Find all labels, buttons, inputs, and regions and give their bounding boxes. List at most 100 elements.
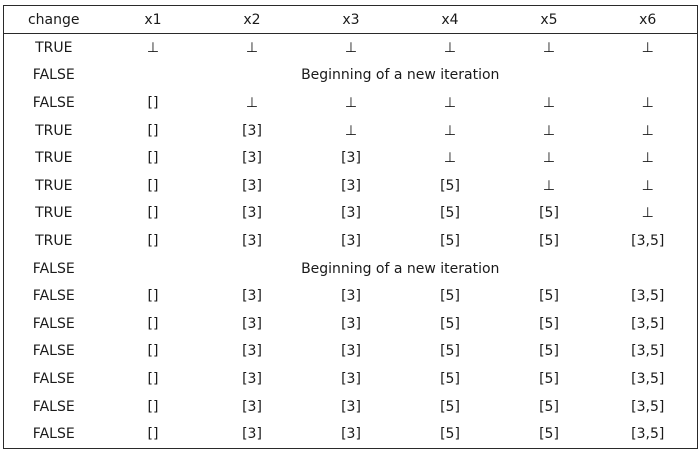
- value-cell-x3: [3]: [341, 288, 361, 305]
- value-cell-x6: ⊥: [641, 39, 654, 56]
- header-x2: x2: [202, 5, 302, 34]
- value-cell-x3: [3]: [341, 370, 361, 387]
- change-cell: TRUE: [35, 150, 73, 167]
- value-cell-x3: [3]: [341, 398, 361, 415]
- change-cell: FALSE: [32, 370, 75, 387]
- value-cell-x1: []: [147, 370, 159, 387]
- value-cell-x5: ⊥: [542, 94, 556, 111]
- value-cell-x6: ⊥: [641, 122, 654, 139]
- value-cell-x5: ⊥: [542, 39, 556, 56]
- value-cell-x4: [5]: [440, 177, 460, 194]
- value-cell-x5: [5]: [539, 288, 559, 305]
- table-row: FALSE [] [3] [3] [5] [5] [3,5]: [4, 420, 698, 448]
- header-x6: x6: [598, 5, 698, 34]
- iteration-table-container: change x1 x2 x3 x4 x5 x6 TRUE ⊥ ⊥ ⊥ ⊥ ⊥ ⊥ FALSE…: [3, 5, 698, 449]
- change-cell: TRUE: [35, 177, 73, 194]
- value-cell-x3: [3]: [341, 343, 361, 360]
- value-cell-x2: ⊥: [245, 94, 259, 111]
- change-cell: FALSE: [32, 67, 75, 84]
- value-cell-x6: ⊥: [641, 205, 654, 222]
- value-cell-x1: []: [147, 232, 159, 249]
- change-cell: FALSE: [32, 398, 75, 415]
- value-cell-x4: [5]: [440, 232, 460, 249]
- iteration-separator-row: FALSE Beginning of a new iteration: [4, 255, 698, 283]
- header-row: change x1 x2 x3 x4 x5 x6: [3, 5, 698, 34]
- value-cell-x4: [5]: [440, 370, 460, 387]
- value-cell-x5: [5]: [539, 370, 559, 387]
- table-row: FALSE [] ⊥ ⊥ ⊥ ⊥ ⊥: [4, 89, 698, 117]
- iteration-note: Beginning of a new iteration: [301, 67, 500, 84]
- change-cell: TRUE: [35, 39, 73, 56]
- value-cell-x4: [5]: [440, 205, 460, 222]
- iteration-table: change x1 x2 x3 x4 x5 x6 TRUE ⊥ ⊥ ⊥ ⊥ ⊥ ⊥ FALSE…: [3, 5, 698, 449]
- value-cell-x6: ⊥: [641, 150, 654, 167]
- value-cell-x6: ⊥: [641, 94, 654, 111]
- header-x4: x4: [400, 5, 500, 34]
- iteration-separator-row: FALSE Beginning of a new iteration: [4, 62, 698, 90]
- table-body: TRUE ⊥ ⊥ ⊥ ⊥ ⊥ ⊥ FALSE Beginning of a new iterat…: [4, 34, 698, 449]
- value-cell-x2: [3]: [242, 315, 262, 332]
- value-cell-x1: []: [147, 122, 159, 139]
- value-cell-x4: ⊥: [443, 150, 457, 167]
- header-change: change: [3, 5, 104, 34]
- value-cell-x3: [3]: [341, 315, 361, 332]
- change-cell: FALSE: [32, 343, 75, 360]
- value-cell-x6: [3,5]: [631, 288, 665, 305]
- table-row: TRUE [] [3] ⊥ ⊥ ⊥ ⊥: [4, 117, 698, 145]
- value-cell-x4: [5]: [440, 426, 460, 443]
- value-cell-x6: [3,5]: [631, 343, 665, 360]
- value-cell-x5: [5]: [539, 426, 559, 443]
- value-cell-x1: []: [147, 398, 159, 415]
- value-cell-x5: [5]: [539, 205, 559, 222]
- table-row: TRUE ⊥ ⊥ ⊥ ⊥ ⊥ ⊥: [4, 34, 698, 62]
- change-cell: TRUE: [35, 232, 73, 249]
- value-cell-x4: [5]: [440, 315, 460, 332]
- value-cell-x2: [3]: [242, 122, 262, 139]
- value-cell-x5: [5]: [539, 343, 559, 360]
- value-cell-x1: []: [147, 426, 159, 443]
- value-cell-x3: [3]: [341, 177, 361, 194]
- table-row: FALSE [] [3] [3] [5] [5] [3,5]: [4, 365, 698, 393]
- value-cell-x3: [3]: [341, 426, 361, 443]
- value-cell-x4: [5]: [440, 343, 460, 360]
- table-row: FALSE [] [3] [3] [5] [5] [3,5]: [4, 393, 698, 421]
- value-cell-x2: [3]: [242, 426, 262, 443]
- header-x1: x1: [103, 5, 203, 34]
- iteration-note: Beginning of a new iteration: [301, 260, 500, 277]
- value-cell-x6: [3,5]: [631, 370, 665, 387]
- value-cell-x6: [3,5]: [631, 426, 665, 443]
- table-row: FALSE [] [3] [3] [5] [5] [3,5]: [4, 338, 698, 366]
- table-row: TRUE [] [3] [3] [5] ⊥ ⊥: [4, 172, 698, 200]
- change-cell: FALSE: [32, 426, 75, 443]
- value-cell-x5: [5]: [539, 315, 559, 332]
- change-cell: FALSE: [32, 94, 75, 111]
- value-cell-x2: [3]: [242, 343, 262, 360]
- table-row: FALSE [] [3] [3] [5] [5] [3,5]: [4, 282, 698, 310]
- value-cell-x3: [3]: [341, 150, 361, 167]
- value-cell-x5: ⊥: [542, 122, 556, 139]
- value-cell-x1: []: [147, 150, 159, 167]
- value-cell-x1: []: [147, 177, 159, 194]
- value-cell-x2: [3]: [242, 398, 262, 415]
- value-cell-x3: ⊥: [344, 122, 358, 139]
- value-cell-x3: [3]: [341, 205, 361, 222]
- value-cell-x2: [3]: [242, 150, 262, 167]
- value-cell-x1: []: [147, 288, 159, 305]
- change-cell: FALSE: [32, 260, 75, 277]
- change-cell: FALSE: [32, 288, 75, 305]
- value-cell-x6: ⊥: [641, 177, 654, 194]
- value-cell-x2: [3]: [242, 177, 262, 194]
- value-cell-x3: ⊥: [344, 39, 358, 56]
- change-cell: TRUE: [35, 205, 73, 222]
- value-cell-x5: ⊥: [542, 177, 556, 194]
- value-cell-x4: [5]: [440, 288, 460, 305]
- value-cell-x2: ⊥: [245, 39, 259, 56]
- value-cell-x6: [3,5]: [631, 398, 665, 415]
- change-cell: TRUE: [35, 122, 73, 139]
- change-cell: FALSE: [32, 315, 75, 332]
- value-cell-x5: [5]: [539, 398, 559, 415]
- value-cell-x1: ⊥: [146, 39, 160, 56]
- value-cell-x1: []: [147, 343, 159, 360]
- value-cell-x5: [5]: [539, 232, 559, 249]
- value-cell-x2: [3]: [242, 232, 262, 249]
